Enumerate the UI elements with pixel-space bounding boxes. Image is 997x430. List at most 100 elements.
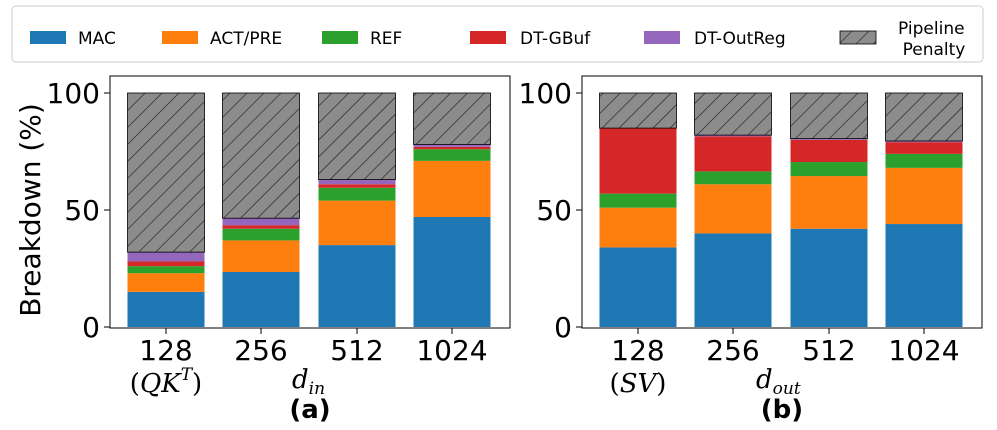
panel-a-bars [127, 92, 491, 327]
panel-b-frame [581, 75, 983, 329]
bar-b-256-ref [694, 171, 772, 185]
legend-label-act-pre: ACT/PRE [210, 29, 282, 49]
panel-b-ytick-50: 50 [536, 194, 572, 227]
panel-b-note-close: ) [656, 369, 666, 399]
panel-b: 0 50 100 128 256 512 1024 (SV) dout (b) [519, 75, 983, 425]
bar-b-1024-mac [885, 224, 963, 327]
bar-a-512-outreg [318, 179, 396, 185]
bar-b-512-outreg [790, 138, 868, 140]
legend-label-pipeline-penalty-line1: Pipeline [898, 19, 965, 39]
panel-a-x-ticks: 128 256 512 1024 [139, 328, 488, 367]
panel-b-xlabel-sub: out [773, 379, 801, 399]
panel-b-label: (b) [761, 395, 803, 425]
panel-a-first-category-note: (QKT) [130, 365, 202, 399]
panel-a-y-ticks: 0 50 100 [47, 77, 110, 344]
bar-a-512-mac [318, 245, 396, 327]
bar-b-256-act [694, 184, 772, 234]
panel-b-ytick-0: 0 [554, 311, 572, 344]
legend-swatch-dt-outreg [644, 31, 680, 44]
panel-a-xlabel-sub: in [309, 379, 325, 399]
bar-a-512-act [318, 200, 396, 246]
legend-label-dt-outreg: DT-OutReg [694, 29, 786, 49]
bar-b-512-ref [790, 162, 868, 177]
panel-b-bars [599, 92, 963, 327]
panel-a-ytick-100: 100 [47, 77, 100, 110]
legend-label-pipeline-penalty-line2: Penalty [903, 40, 966, 60]
panel-b-note-open: ( [610, 369, 620, 399]
panel-a-note-close: ) [192, 369, 202, 399]
bar-b-128-penalty [599, 92, 677, 129]
bar-a-128-penalty [127, 92, 205, 253]
legend-swatch-mac [30, 31, 66, 44]
panel-a-xtick-1024: 1024 [416, 334, 487, 367]
bar-a-1024-penalty [413, 92, 491, 145]
panel-a-xtick-128: 128 [139, 334, 192, 367]
panel-a-ytick-0: 0 [82, 311, 100, 344]
panel-b-xtick-1024: 1024 [888, 334, 959, 367]
panel-b-xtick-512: 512 [802, 334, 855, 367]
panel-a-xtick-256: 256 [234, 334, 287, 367]
bar-b-128-gbuf [599, 128, 677, 194]
bar-a-1024-outreg [413, 144, 491, 147]
bar-a-1024-ref [413, 149, 491, 161]
bar-a-512-penalty [318, 92, 396, 180]
bar-a-128-gbuf [127, 261, 205, 267]
bar-a-128-mac [127, 291, 205, 327]
bar-b-256-outreg [694, 135, 772, 137]
legend-swatch-act-pre [162, 31, 198, 44]
bar-a-256-act [222, 240, 300, 273]
panel-a-ytick-50: 50 [64, 194, 100, 227]
y-axis-label: Breakdown (%) [14, 103, 47, 317]
bar-a-1024-mac [413, 217, 491, 327]
bar-a-512-gbuf [318, 184, 396, 188]
legend-swatch-pipeline-penalty [839, 30, 877, 45]
bar-b-512-mac [790, 228, 868, 327]
panel-a-note-open: ( [130, 369, 140, 399]
bar-b-512-penalty [790, 92, 868, 140]
bar-a-512-ref [318, 187, 396, 201]
bar-b-256-penalty [694, 92, 772, 136]
bar-a-256-outreg [222, 218, 300, 226]
bar-a-1024-act [413, 160, 491, 218]
legend-swatch-ref [322, 31, 358, 44]
bar-a-256-gbuf [222, 225, 300, 229]
panel-a: 0 50 100 128 256 512 1024 (QKT) din (a) [47, 75, 511, 425]
bar-b-128-act [599, 207, 677, 248]
bar-a-1024-gbuf [413, 146, 491, 150]
panel-b-xlabel-base: d [756, 365, 773, 395]
bar-b-1024-ref [885, 153, 963, 168]
bar-b-1024-act [885, 167, 963, 225]
panel-b-note-main: SV [620, 369, 659, 399]
legend-swatch-dt-gbuf [470, 31, 506, 44]
legend-label-mac: MAC [78, 29, 116, 49]
panel-b-xtick-128: 128 [611, 334, 664, 367]
bar-b-128-ref [599, 193, 677, 208]
panel-a-xlabel-base: d [292, 365, 309, 395]
bar-b-512-act [790, 176, 868, 229]
legend: MAC ACT/PRE REF DT-GBuf DT-OutReg Pipeli… [11, 5, 984, 63]
panel-a-note-sup: T [181, 365, 194, 385]
bar-b-1024-penalty [885, 92, 963, 142]
legend-label-pipeline-penalty: Pipeline Penalty [898, 19, 970, 60]
panel-b-first-category-note: (SV) [610, 369, 667, 399]
panel-a-frame [109, 75, 511, 329]
bar-b-1024-gbuf [885, 142, 963, 154]
legend-label-ref: REF [370, 29, 402, 49]
legend-label-dt-gbuf: DT-GBuf [520, 29, 591, 49]
panel-b-y-ticks: 0 50 100 [519, 77, 582, 344]
bar-a-128-act [127, 273, 205, 292]
bar-b-256-gbuf [694, 136, 772, 172]
bar-b-256-mac [694, 233, 772, 327]
bar-a-128-ref [127, 266, 205, 274]
bar-a-256-penalty [222, 92, 300, 219]
bar-b-1024-outreg [885, 140, 963, 143]
panel-a-x-axis-label: din [292, 365, 325, 399]
bar-a-128-outreg [127, 252, 205, 262]
bar-a-256-ref [222, 228, 300, 241]
bar-a-256-mac [222, 272, 300, 327]
panel-b-x-axis-label: dout [756, 365, 801, 399]
bar-b-128-mac [599, 247, 677, 327]
bar-b-512-gbuf [790, 139, 868, 163]
panel-a-note-main: QK [140, 369, 182, 399]
